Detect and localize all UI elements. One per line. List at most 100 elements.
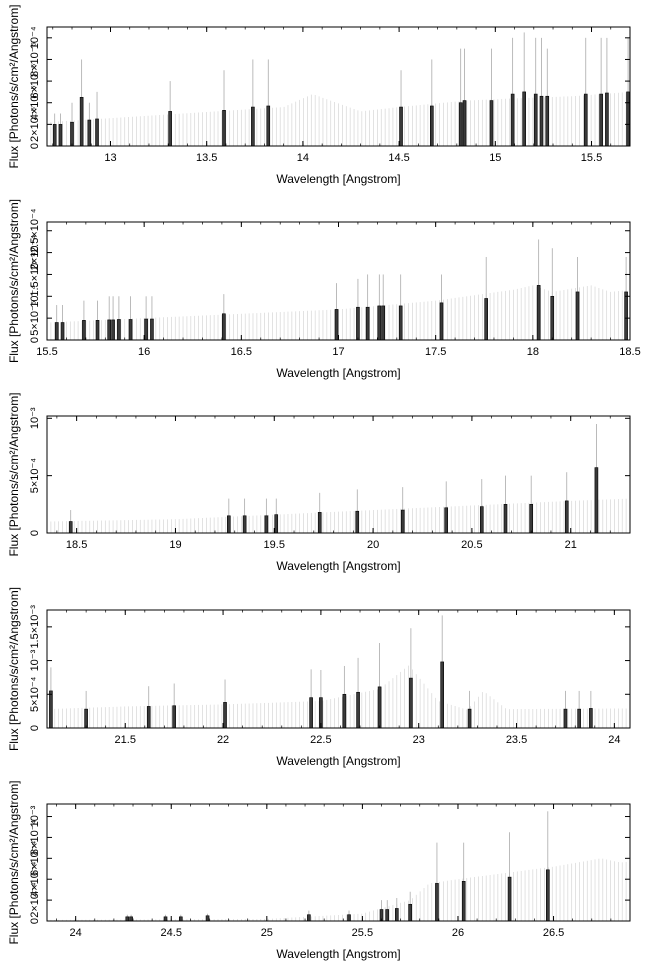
line-flux-bar (489, 100, 494, 147)
emission-line (435, 842, 439, 922)
emission-line (356, 657, 360, 729)
emission-line (546, 811, 550, 922)
emission-line (440, 615, 444, 729)
emission-line (87, 102, 92, 147)
line-flux-bar (128, 319, 133, 341)
emission-line (507, 832, 512, 922)
line-flux-bar (599, 93, 603, 147)
x-tick-label: 17.5 (425, 346, 446, 358)
emission-line (462, 48, 467, 147)
line-flux-bar (68, 521, 73, 534)
emission-line (599, 37, 603, 147)
line-flux-bar (440, 661, 444, 729)
line-flux-bar (356, 306, 360, 341)
emission-line (479, 479, 484, 534)
emission-line (539, 37, 544, 147)
panel-2: 15.5 16 16.5 17 17.5 18 18.5 05×10⁻⁵10⁻⁴1.5×10⁻… (7, 199, 641, 380)
line-flux-bar (394, 908, 399, 922)
emission-line (84, 690, 88, 729)
line-flux-bar (564, 500, 569, 534)
emission-line (510, 37, 515, 147)
line-flux-bar (563, 708, 568, 729)
emission-line (79, 59, 84, 147)
line-flux-bar (467, 708, 472, 729)
x-axis-title: Wavelength [Angstrom] (276, 559, 400, 573)
line-flux-bar (274, 514, 279, 534)
x-tick-label: 25 (261, 927, 273, 939)
line-flux-bar (550, 295, 555, 341)
x-tick-label: 14 (297, 152, 309, 164)
emission-line (522, 32, 526, 147)
y-tick-label: 6×10⁻⁴ (29, 840, 41, 876)
x-tick-label: 25.5 (352, 927, 373, 939)
emission-line (385, 900, 390, 922)
line-flux-bar (172, 705, 176, 729)
emission-line (95, 300, 100, 341)
emission-line (274, 498, 279, 534)
y-tick-label: 0 (29, 530, 41, 536)
line-flux-bar (347, 914, 351, 922)
emission-line (68, 510, 73, 534)
emission-line (439, 274, 444, 341)
line-flux-bar (577, 708, 581, 729)
emission-line (347, 910, 351, 922)
emission-line (484, 256, 488, 341)
emission-line (605, 37, 609, 147)
line-flux-bar (129, 916, 133, 922)
line-flux-bar (342, 693, 347, 729)
x-axis-title: Wavelength [Angstrom] (276, 754, 400, 768)
line-flux-bar (309, 697, 313, 729)
emission-line (430, 59, 434, 147)
line-flux-bar (179, 916, 183, 922)
line-flux-bar (529, 504, 533, 534)
emission-line (223, 679, 227, 729)
x-tick-label: 18.5 (619, 346, 640, 358)
line-flux-bar (95, 320, 100, 341)
y-tick-label: 5×10⁻⁵ (29, 301, 41, 336)
emission-line (577, 690, 581, 729)
plot-frame (46, 609, 631, 729)
emission-line (146, 686, 151, 729)
x-tick-label: 21 (565, 539, 577, 551)
y-tick-label: 0 (29, 725, 41, 731)
emission-line (408, 891, 412, 922)
emission-line (222, 294, 226, 341)
y-axis-title: Flux [Photons/s/cm²/Angstrom] (7, 780, 21, 944)
y-tick-label: 6×10⁻⁵ (29, 64, 41, 99)
emission-line (251, 59, 255, 147)
y-tick-label: 1.5×10⁻⁴ (29, 252, 41, 297)
line-flux-bar (60, 322, 65, 341)
y-tick-label: 8×10⁻⁵ (29, 42, 41, 77)
line-flux-bar (503, 504, 508, 534)
y-tick-label: 5×10⁻⁴ (29, 458, 41, 494)
line-flux-bar (223, 702, 227, 729)
emission-line (242, 498, 247, 534)
emission-line (400, 487, 405, 534)
x-tick-label: 23 (413, 734, 425, 746)
line-flux-bar (82, 320, 86, 341)
emission-line (58, 113, 63, 147)
emission-line (319, 670, 323, 729)
x-tick-label: 20 (367, 539, 379, 551)
emission-line (128, 296, 133, 341)
line-flux-bar (144, 318, 148, 341)
emission-line (95, 91, 99, 147)
emission-line (70, 102, 74, 147)
emission-line (356, 278, 360, 341)
emission-line (394, 898, 399, 922)
emission-line (227, 498, 231, 534)
y-tick-label: 10⁻³ (29, 805, 41, 827)
x-axis-title: Wavelength [Angstrom] (276, 366, 400, 380)
y-tick-label: 0 (29, 337, 41, 343)
x-tick-label: 24 (608, 734, 620, 746)
emission-line (583, 37, 588, 147)
y-axis-title: Flux [Photons/s/cm²/Angstrom] (7, 199, 21, 363)
y-axis-title: Flux [Photons/s/cm²/Angstrom] (7, 4, 21, 168)
line-flux-bar (87, 119, 92, 147)
line-flux-bar (150, 318, 154, 341)
x-tick-label: 17 (332, 346, 344, 358)
line-flux-bar (536, 285, 541, 341)
emission-line (125, 914, 130, 922)
line-flux-bar (479, 506, 484, 534)
